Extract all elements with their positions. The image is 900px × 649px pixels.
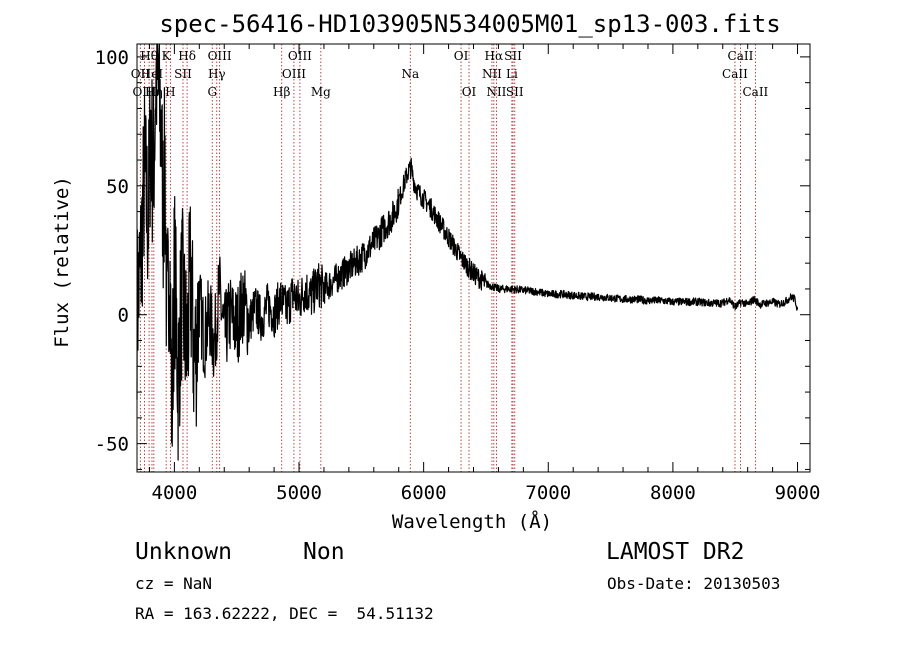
- spectrum-line: [136, 43, 799, 461]
- spectral-line-label: Mg: [311, 85, 331, 99]
- spectral-line-label: K: [162, 49, 172, 63]
- coordinates: RA = 163.62222, DEC = 54.51132: [135, 604, 434, 623]
- y-tick-label: 50: [106, 176, 129, 198]
- plot-frame: [136, 43, 811, 473]
- spectral-line-label: Hθ: [140, 49, 158, 63]
- x-axis-label: Wavelength (Å): [392, 510, 552, 533]
- spectrum-series: [136, 43, 799, 461]
- spectral-line-label: Na: [401, 67, 419, 81]
- x-tick-label: 4000: [152, 482, 198, 504]
- spectral-line-label: SII: [506, 85, 524, 99]
- x-tick-label: 8000: [650, 482, 696, 504]
- redshift-cz: cz = NaN: [135, 574, 213, 593]
- spectral-line-label: OI: [462, 85, 477, 99]
- spectral-line-label: Li: [506, 67, 518, 81]
- spectral-line-label: Hβ: [273, 85, 290, 99]
- spectral-line-label: H: [165, 85, 175, 99]
- y-tick-label: -50: [95, 434, 129, 456]
- spectral-line-label: Hγ: [208, 67, 226, 81]
- spectral-line-label: NII: [482, 67, 502, 81]
- spectral-line-label: OIII: [288, 49, 312, 63]
- spectral-line-label: Hα: [485, 49, 504, 63]
- object-class: Unknown: [135, 539, 232, 565]
- spectral-line-label: OI: [454, 49, 469, 63]
- observation-date: Obs-Date: 20130503: [607, 574, 781, 593]
- spectral-line-markers: [139, 44, 756, 472]
- y-tick-label: 0: [118, 305, 129, 327]
- y-axis-label: Flux (relative): [51, 176, 73, 348]
- chart-title: spec-56416-HD103905N534005M01_sp13-003.f…: [159, 10, 780, 38]
- y-tick-label: 100: [95, 47, 129, 69]
- survey-name: LAMOST DR2: [606, 539, 745, 565]
- spectral-line-label: CaII: [722, 67, 748, 81]
- spectral-line-label: G: [207, 85, 217, 99]
- x-tick-label: 5000: [276, 482, 322, 504]
- x-tick-label: 6000: [401, 482, 447, 504]
- spectral-line-label: CaII: [742, 85, 768, 99]
- object-subclass: Non: [303, 539, 345, 565]
- spectral-line-label: SII: [174, 67, 192, 81]
- spectral-line-label: CaII: [728, 49, 754, 63]
- spectral-line-label: OIII: [282, 67, 306, 81]
- spectral-line-label: SII: [504, 49, 522, 63]
- spectral-line-label: OII: [131, 67, 151, 81]
- spectral-line-label: OIII: [208, 49, 232, 63]
- x-tick-label: 9000: [775, 482, 821, 504]
- x-tick-label: 7000: [525, 482, 571, 504]
- spectral-line-label: NII: [486, 85, 506, 99]
- spectral-line-label: Hδ: [178, 49, 196, 63]
- spectral-line-label: OIII: [132, 85, 156, 99]
- axis-ticks: 4000 5000 6000 7000 8000 9000 -50 0 50 100: [95, 44, 821, 504]
